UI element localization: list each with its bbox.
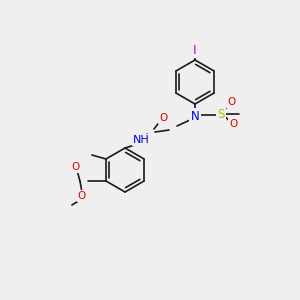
Text: N: N: [190, 110, 200, 122]
Text: O: O: [229, 119, 237, 129]
Text: O: O: [159, 113, 167, 123]
Text: I: I: [193, 44, 197, 56]
Text: O: O: [72, 162, 80, 172]
Text: O: O: [78, 191, 86, 201]
Text: NH: NH: [133, 135, 149, 145]
Text: S: S: [217, 107, 225, 121]
Text: O: O: [227, 97, 235, 107]
